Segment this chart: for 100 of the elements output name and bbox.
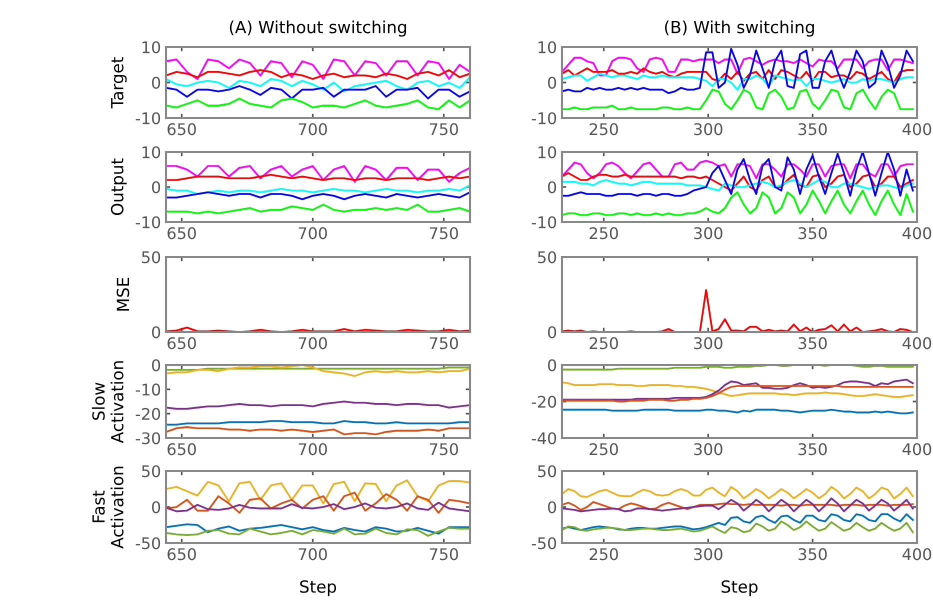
x-tick-label: 250 [590, 443, 618, 456]
line-series [562, 172, 914, 192]
y-tick-label: 50 [142, 465, 160, 478]
y-tick-label: -20 [532, 396, 556, 408]
x-tick-label: 400 [902, 227, 932, 240]
line-series [166, 165, 470, 183]
x-tick-label: 250 [590, 123, 618, 136]
y-tick-label: 0 [548, 326, 556, 338]
chart-title: (B) With switching [665, 20, 814, 37]
x-axis-title: Step [300, 580, 336, 596]
line-series [562, 486, 914, 500]
x-tick-label: 650 [168, 443, 196, 456]
line-series [166, 184, 470, 195]
y-tick-label: 10 [142, 41, 160, 54]
y-tick-label: 0 [152, 326, 160, 338]
x-tick-label: 300 [694, 227, 722, 240]
line-series [166, 204, 470, 214]
line-series [562, 48, 914, 94]
line-series [166, 76, 470, 92]
line-series [166, 69, 470, 80]
y-tick-label: -50 [136, 537, 160, 550]
y-tick-label: -20 [136, 408, 160, 420]
x-axis-title: Step [722, 580, 758, 596]
x-tick-label: 350 [798, 123, 827, 136]
line-series [166, 58, 470, 80]
line-series [166, 191, 470, 200]
line-series [562, 67, 914, 84]
line-series [166, 426, 470, 436]
y-tick-label: -10 [532, 216, 556, 228]
line-series [562, 520, 914, 534]
y-tick-label: 50 [538, 465, 556, 478]
y-tick-label: -10 [136, 216, 160, 228]
y-tick-label: -10 [136, 112, 160, 124]
line-series [166, 479, 470, 504]
y-tick-label: 10 [538, 146, 556, 158]
y-axis-title: Target [111, 57, 127, 108]
chart-title: (A) Without switching [230, 20, 406, 37]
line-series [562, 513, 914, 531]
x-tick-label: 750 [430, 123, 458, 136]
y-tick-label: 0 [548, 76, 556, 89]
y-tick-label: 0 [152, 359, 160, 372]
x-tick-label: 650 [168, 123, 196, 136]
x-tick-label: 650 [168, 337, 196, 350]
x-tick-label: 700 [298, 337, 327, 350]
line-series [166, 526, 470, 537]
line-series [562, 385, 914, 402]
x-tick-label: 350 [798, 337, 827, 350]
line-series [166, 400, 470, 410]
line-series [562, 190, 914, 216]
line-series [166, 98, 470, 110]
y-tick-label: -10 [136, 384, 160, 396]
x-tick-label: 350 [798, 227, 827, 240]
line-series [166, 523, 470, 535]
y-axis-title: Slow Activation [92, 361, 124, 444]
line-series [562, 152, 914, 197]
line-series [562, 160, 914, 180]
y-tick-label: 0 [152, 501, 160, 514]
line-series [562, 72, 914, 91]
y-tick-label: -30 [136, 432, 160, 444]
line-series [166, 502, 470, 512]
x-tick-label: 750 [430, 227, 458, 240]
line-series [562, 501, 914, 511]
y-tick-label: 0 [152, 181, 160, 194]
x-tick-label: 250 [590, 227, 618, 240]
line-series [166, 85, 470, 100]
x-tick-label: 300 [694, 123, 722, 136]
y-axis-title: Output [110, 158, 127, 216]
x-tick-label: 400 [902, 337, 932, 350]
y-axis-title: Fast Activation [92, 466, 124, 549]
y-tick-label: 10 [142, 146, 160, 158]
x-tick-label: 250 [590, 337, 618, 350]
x-tick-label: 750 [430, 548, 458, 560]
x-tick-label: 300 [694, 548, 722, 560]
line-series [562, 88, 914, 110]
x-tick-label: 400 [902, 443, 932, 456]
y-tick-label: -40 [532, 432, 556, 444]
line-series [562, 497, 914, 512]
x-tick-label: 750 [430, 443, 458, 456]
y-axis-title: MSE [116, 278, 130, 311]
x-tick-label: 400 [902, 123, 932, 136]
x-tick-label: 250 [590, 548, 618, 560]
y-tick-label: 50 [538, 251, 556, 264]
x-tick-label: 350 [798, 548, 827, 560]
x-tick-label: 300 [694, 443, 722, 456]
x-tick-label: 650 [168, 227, 196, 240]
x-tick-label: 350 [798, 443, 827, 456]
x-tick-label: 750 [430, 337, 458, 350]
x-tick-label: 700 [298, 548, 327, 560]
y-tick-label: -50 [532, 537, 556, 550]
y-tick-label: -10 [532, 112, 556, 124]
y-tick-label: 0 [548, 181, 556, 194]
x-tick-label: 700 [298, 227, 327, 240]
y-tick-label: 0 [548, 359, 556, 372]
y-tick-label: 10 [538, 41, 556, 54]
x-tick-label: 700 [298, 443, 327, 456]
x-tick-label: 300 [694, 337, 722, 350]
y-tick-label: 0 [152, 76, 160, 89]
line-series [562, 56, 914, 76]
x-tick-label: 700 [298, 123, 327, 136]
line-series [166, 492, 470, 514]
